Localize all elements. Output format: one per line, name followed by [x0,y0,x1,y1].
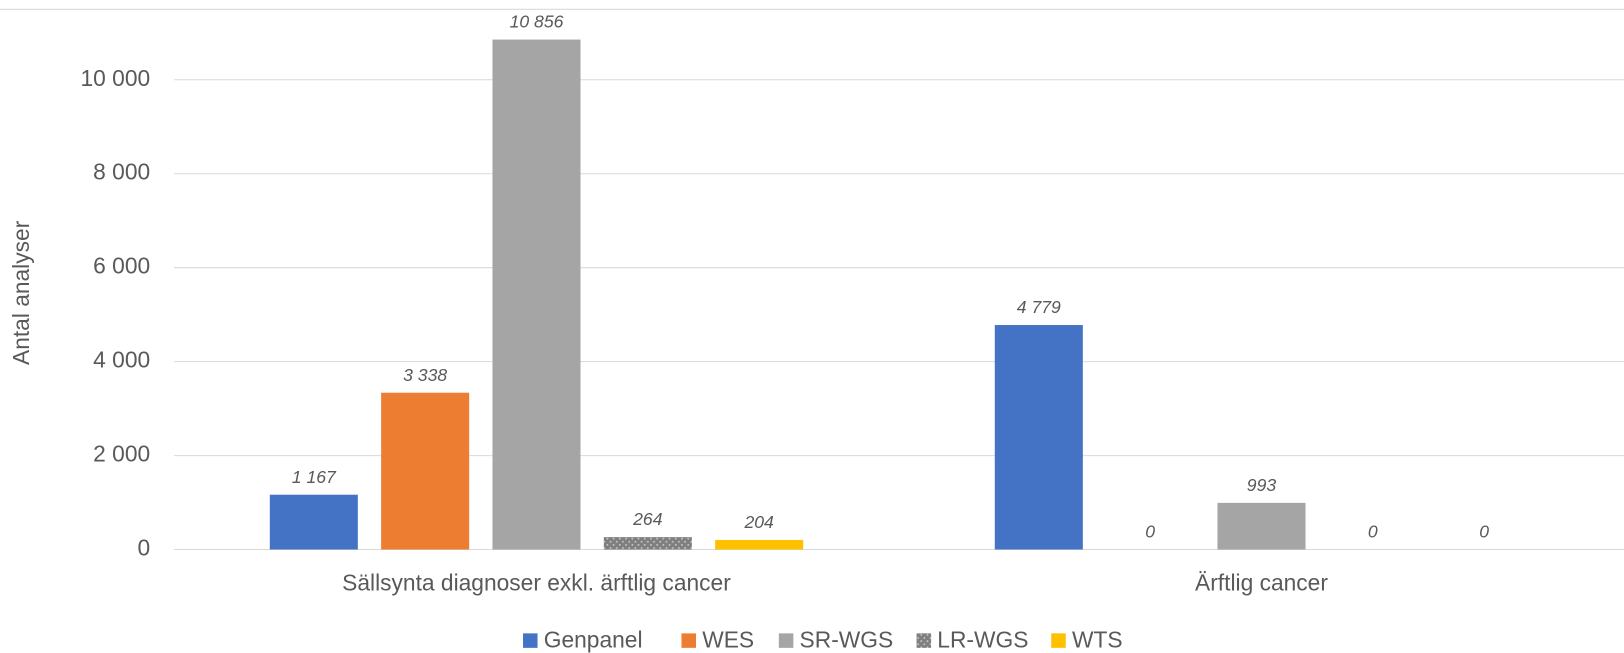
data-label: 204 [743,512,774,532]
data-label: 10 856 [510,12,564,32]
y-tick-label: 8 000 [93,159,150,185]
data-label: 1 167 [292,467,337,487]
plot: Antal analyser 0 2 000 4 000 6 000 8 000 10 0… [0,8,1624,653]
bar [603,537,692,550]
legend-swatch [778,633,794,648]
data-label: 0 [1368,522,1378,542]
bar [715,539,804,550]
legend-label: SR-WGS [800,627,894,653]
legend-swatch [916,633,932,648]
data-label: 993 [1247,475,1277,495]
y-tick-label: 10 000 [81,65,151,91]
data-label: 0 [1145,522,1155,542]
bar [994,325,1083,550]
y-tick-label: 6 000 [93,253,150,279]
x-tick-label: Ärftlig cancer [1195,570,1328,596]
y-tick-label: 4 000 [93,347,150,373]
data-label: 0 [1479,522,1489,542]
y-axis-title: Antal analyser [8,220,34,365]
y-tick-label: 0 [137,535,150,561]
legend-label: WES [702,627,754,653]
y-tick-label: 2 000 [93,441,150,467]
data-label: 3 338 [403,365,447,385]
legend-label: Genpanel [544,627,643,653]
legend-swatch [681,633,696,648]
bar [1217,502,1306,550]
legend-label: WTS [1072,627,1123,653]
bar [381,392,470,550]
bar [269,494,358,550]
data-label: 4 779 [1017,297,1061,317]
x-tick-label: Sällsynta diagnoser exkl. ärftlig cancer [342,570,731,596]
legend-swatch [1051,633,1066,648]
legend-swatch [523,633,538,648]
legend-label: LR-WGS [937,627,1028,653]
bar [492,39,581,550]
data-label: 264 [632,509,663,529]
